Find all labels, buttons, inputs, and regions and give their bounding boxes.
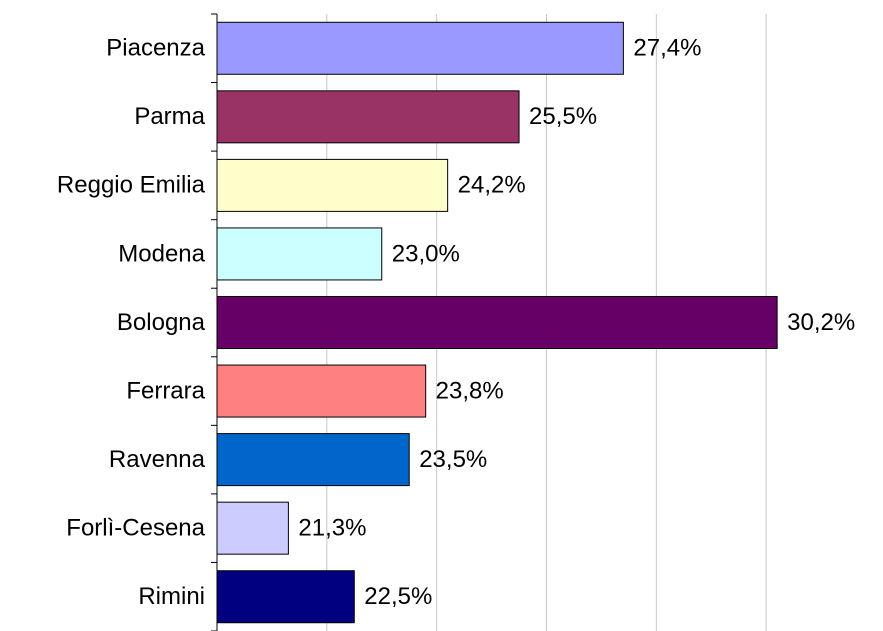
bar bbox=[216, 21, 624, 75]
y-tick-label: Rimini bbox=[138, 583, 205, 610]
y-tick-label: Ravenna bbox=[109, 446, 206, 473]
bar bbox=[216, 296, 778, 349]
value-label: 21,3% bbox=[298, 515, 366, 542]
value-label: 27,4% bbox=[633, 35, 701, 62]
value-label: 23,5% bbox=[419, 446, 487, 473]
bar bbox=[216, 158, 449, 212]
bar bbox=[216, 227, 383, 281]
bar bbox=[216, 433, 410, 487]
y-tick-label: Piacenza bbox=[106, 35, 205, 62]
value-label: 24,2% bbox=[458, 172, 526, 199]
y-tick-label: Ferrara bbox=[126, 377, 205, 404]
bar bbox=[216, 364, 427, 418]
value-label: 30,2% bbox=[787, 309, 855, 336]
bar bbox=[216, 501, 289, 555]
value-label: 22,5% bbox=[364, 583, 432, 610]
y-tick-label: Bologna bbox=[117, 309, 206, 336]
value-label: 25,5% bbox=[529, 103, 597, 130]
bar bbox=[216, 570, 355, 624]
y-tick-label: Forlì-Cesena bbox=[66, 515, 205, 542]
y-tick-label: Modena bbox=[118, 240, 205, 267]
value-label: 23,0% bbox=[392, 240, 460, 267]
y-tick-label: Reggio Emilia bbox=[57, 172, 206, 199]
y-tick-label: Parma bbox=[134, 103, 205, 130]
bar bbox=[216, 90, 520, 144]
value-label: 23,8% bbox=[436, 377, 504, 404]
